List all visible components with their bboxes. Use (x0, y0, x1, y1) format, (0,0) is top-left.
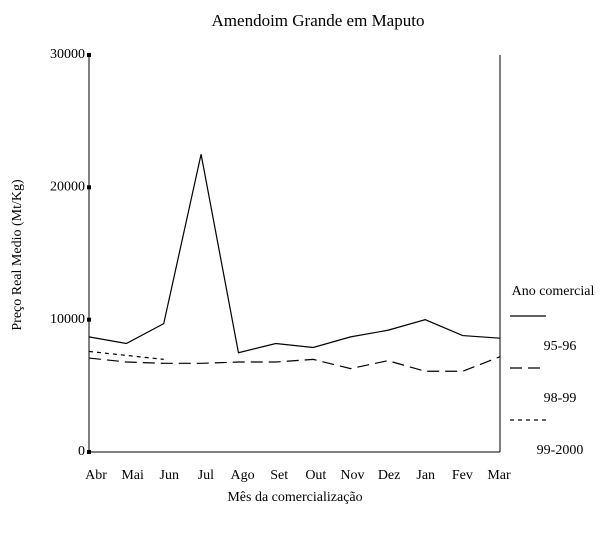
series-line (88, 350, 164, 360)
x-tick-label: Jul (198, 468, 214, 483)
y-tick (87, 317, 91, 322)
legend-label: 95-96 (544, 339, 577, 354)
x-tick-label: Nov (340, 468, 364, 483)
y-tick (87, 53, 91, 57)
y-axis-title: Preço Real Medio (Mt/Kg) (10, 179, 25, 331)
y-tick-label: 10000 (50, 312, 85, 327)
legend-label: 98-99 (544, 391, 577, 406)
x-tick-label: Abr (85, 468, 107, 483)
x-tick-label: Mai (121, 468, 144, 483)
x-tick-label: Mar (487, 468, 511, 483)
y-tick-label: 20000 (50, 180, 85, 195)
chart-title: Amendoim Grande em Maputo (212, 11, 425, 30)
series-line (88, 356, 501, 372)
legend-label: 99-2000 (537, 443, 584, 458)
series-line (88, 154, 501, 354)
x-tick-label: Fev (452, 468, 473, 483)
y-tick-label: 0 (78, 444, 85, 459)
y-tick-label: 30000 (50, 47, 85, 62)
x-tick-label: Set (270, 468, 288, 483)
x-tick-label: Ago (230, 468, 254, 483)
legend-title: Ano comercial (512, 284, 595, 299)
y-tick (87, 450, 91, 454)
y-tick (87, 185, 91, 190)
x-axis-title: Mês da comercialização (227, 490, 362, 505)
x-tick-label: Jan (416, 468, 435, 483)
x-tick-label: Jun (160, 468, 179, 483)
x-tick-label: Dez (378, 468, 401, 483)
x-tick-label: Out (305, 468, 326, 483)
